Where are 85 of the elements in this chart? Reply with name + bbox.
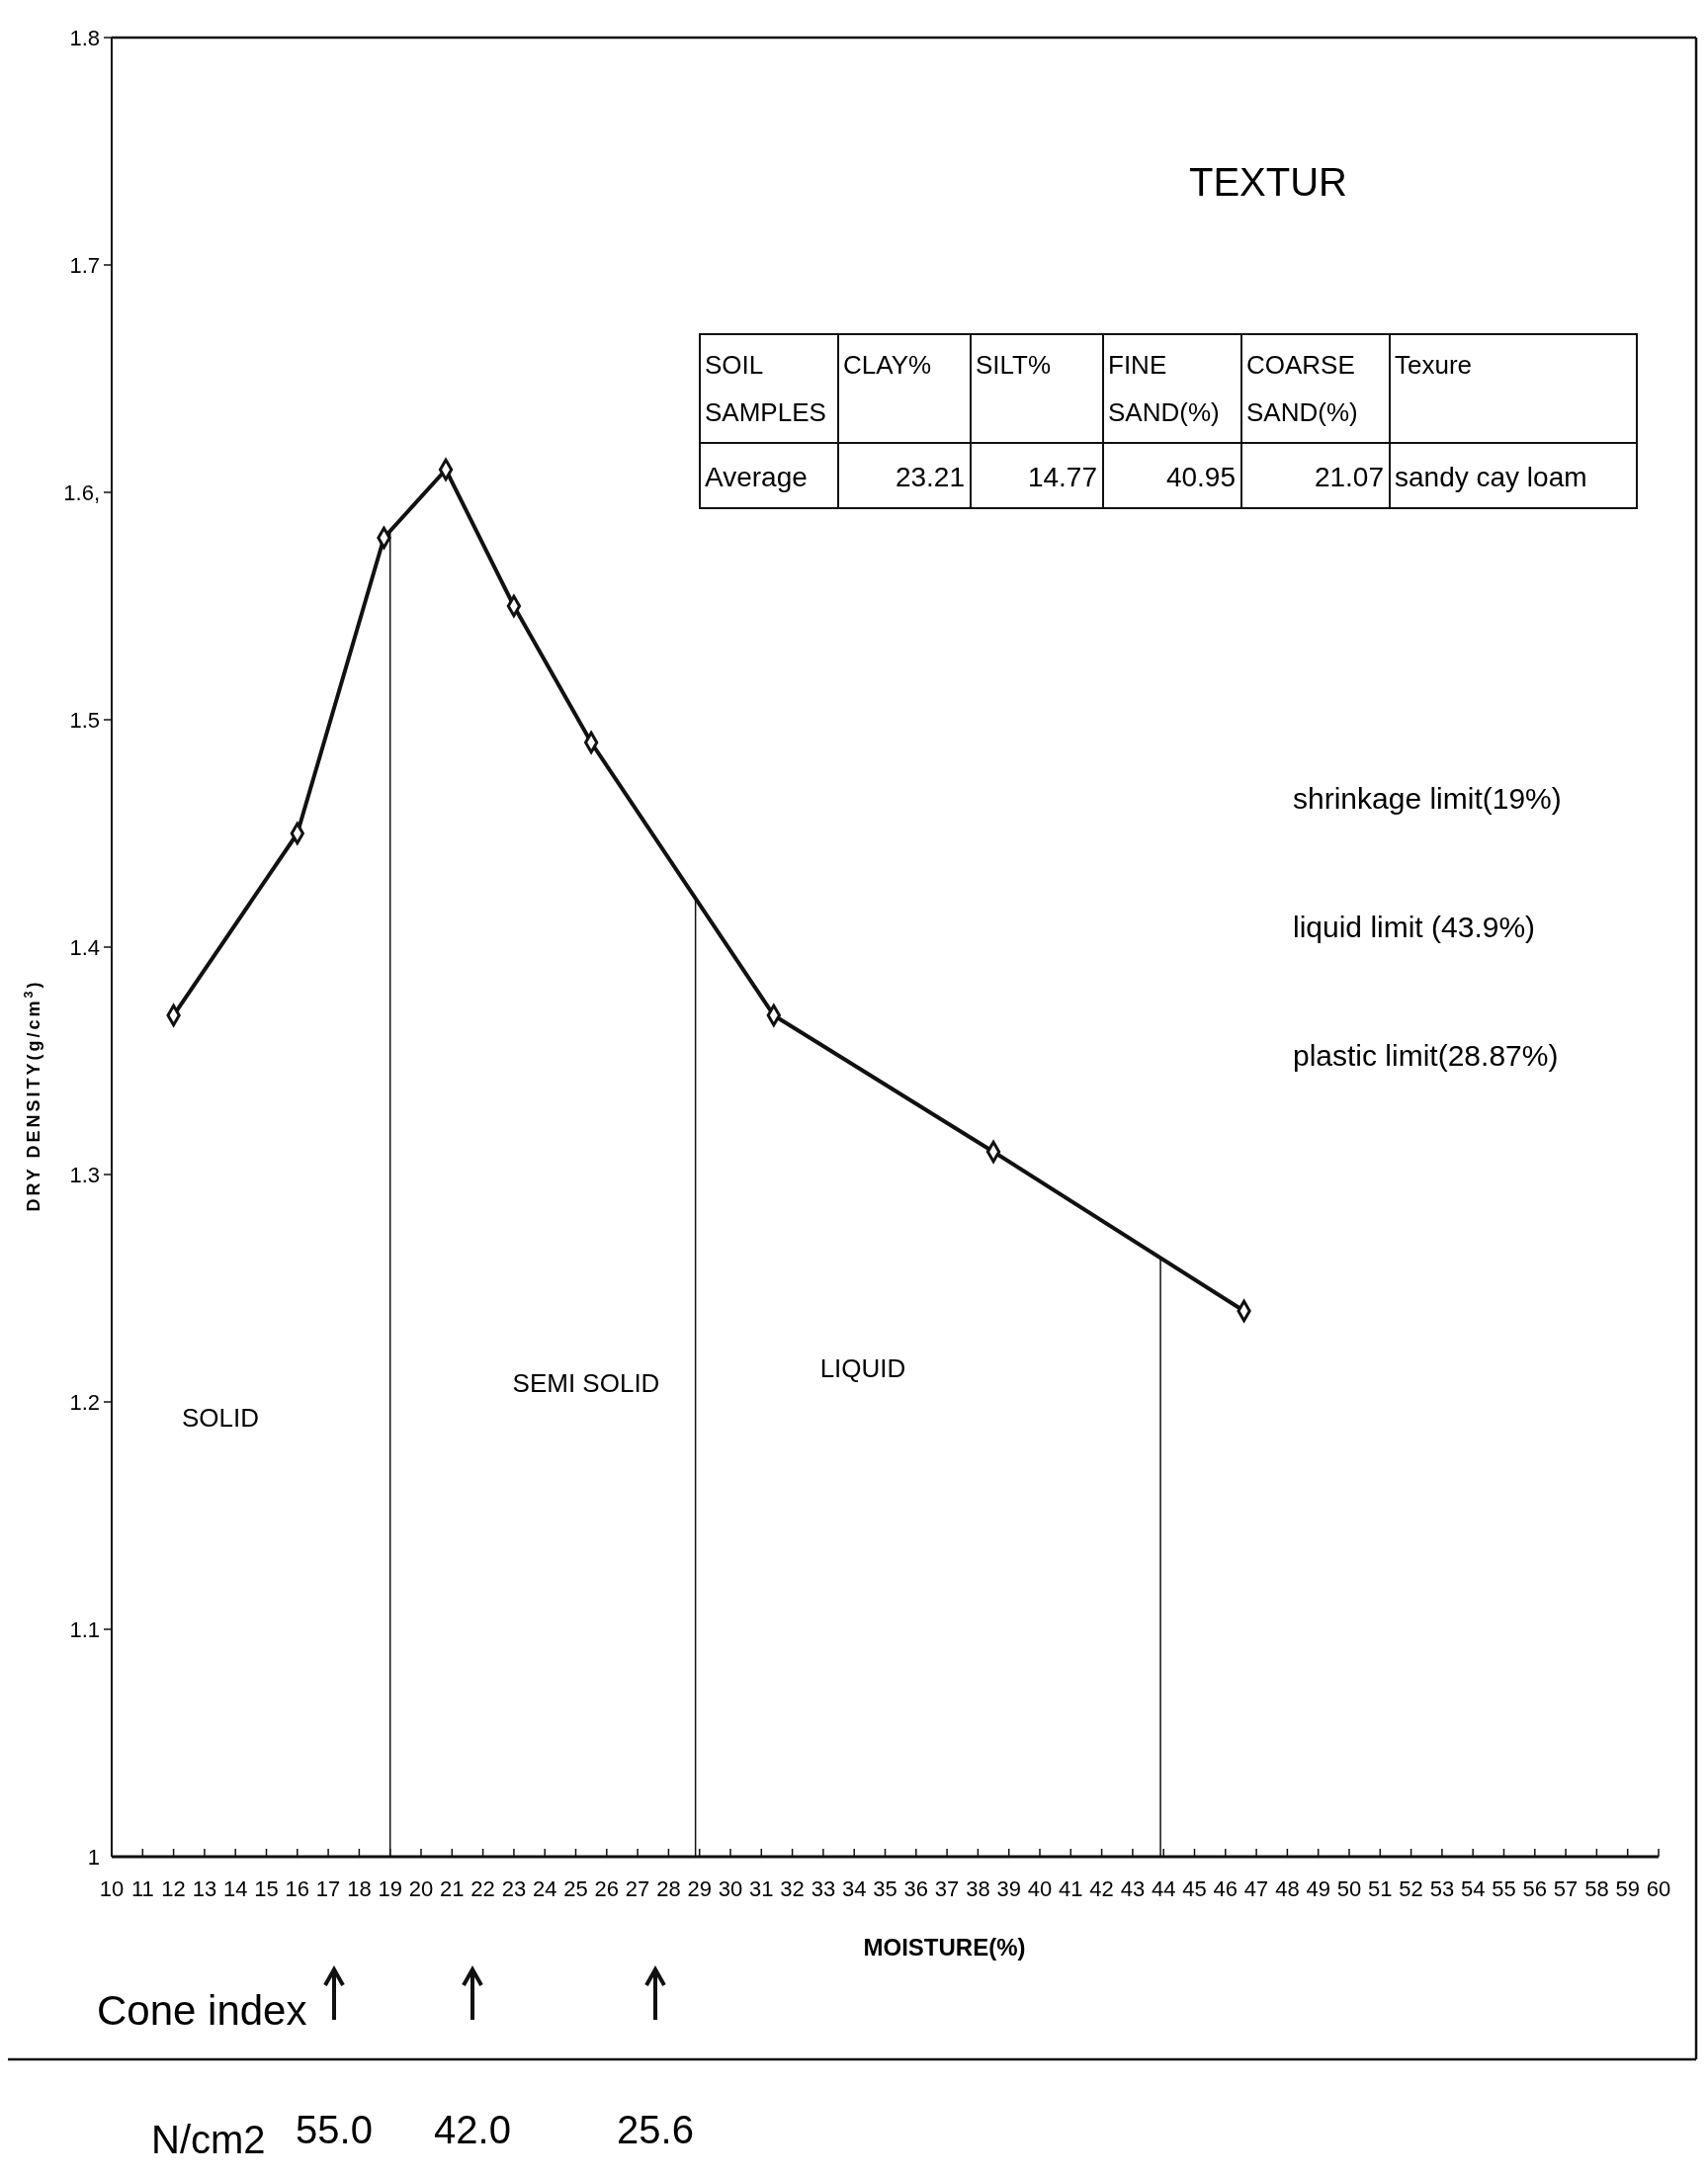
annotation: FINE SAND(%) (1108, 350, 1220, 427)
annotation: Average (705, 462, 808, 492)
y-tick-label: 1.6, (63, 479, 100, 505)
x-tick-label: 38 (966, 1876, 990, 1901)
x-tick-label: 49 (1306, 1876, 1330, 1901)
text: 42.0 (434, 2108, 511, 2151)
text: 25.6 (617, 2108, 694, 2151)
annotation: 23.21 (895, 462, 965, 492)
annotation: SILT% (976, 350, 1052, 380)
annotation: sandy cay loam (1395, 462, 1587, 492)
x-tick-label: 20 (408, 1876, 434, 1901)
text: Cone index (97, 1987, 307, 2034)
x-tick-label: 60 (1646, 1876, 1671, 1901)
text: 55.0 (296, 2108, 373, 2151)
x-tick-label: 28 (656, 1876, 681, 1901)
x-tick-label: 41 (1059, 1876, 1083, 1901)
y-tick-label: 1.5 (69, 707, 100, 733)
x-tick-label: 40 (1027, 1876, 1053, 1901)
annotation: Texure (1395, 350, 1473, 380)
annotation: 14.77 (1027, 462, 1097, 492)
x-tick-label: 47 (1243, 1876, 1269, 1901)
x-tick-label: 30 (718, 1876, 743, 1901)
y-tick-label: 1.3 (69, 1162, 100, 1187)
annotation: shrinkage limit(19%) (1293, 782, 1562, 815)
x-tick-label: 27 (625, 1876, 650, 1901)
annotation: LIQUID (819, 1353, 906, 1383)
y-tick-label: 1.7 (69, 252, 100, 278)
annotation: TEXTUR (1189, 160, 1347, 204)
x-tick-label: 35 (873, 1876, 897, 1901)
x-tick-label: 46 (1213, 1876, 1238, 1901)
x-tick-label: 54 (1460, 1876, 1486, 1901)
x-tick-label: 51 (1368, 1876, 1393, 1901)
annotation: SEMI SOLID (512, 1368, 660, 1398)
x-tick-label: 12 (161, 1876, 186, 1901)
x-tick-label: 34 (841, 1876, 867, 1901)
annotation: SOLID (181, 1403, 260, 1433)
x-tick-label: 55 (1492, 1876, 1516, 1901)
x-tick-label: 15 (254, 1876, 279, 1901)
y-tick-label: 1.2 (69, 1389, 100, 1415)
y-tick-label: 1.1 (69, 1616, 100, 1642)
x-tick-label: 13 (192, 1876, 217, 1901)
x-tick-label: 16 (285, 1876, 310, 1901)
x-tick-label: 26 (594, 1876, 620, 1901)
x-axis-title: MOISTURE(%) (863, 1934, 1026, 1961)
x-tick-label: 11 (130, 1876, 154, 1901)
x-tick-label: 23 (501, 1876, 527, 1901)
x-tick-label: 59 (1615, 1876, 1640, 1901)
x-tick-label: 44 (1151, 1876, 1176, 1901)
x-tick-label: 21 (440, 1876, 465, 1901)
x-tick-label: 19 (378, 1876, 402, 1901)
annotation: CLAY% (843, 350, 932, 380)
x-tick-label: 25 (563, 1876, 588, 1901)
x-tick-label: 32 (780, 1876, 805, 1901)
annotation: COARSE SAND(%) (1246, 350, 1358, 427)
annotation: plastic limit(28.87%) (1293, 1039, 1559, 1072)
x-tick-label: 56 (1522, 1876, 1548, 1901)
x-tick-label: 24 (532, 1876, 557, 1901)
annotation: SOIL SAMPLES (705, 350, 826, 427)
x-tick-label: 22 (470, 1876, 495, 1901)
text: N/cm2 (151, 2118, 266, 2161)
x-tick-label: 33 (811, 1876, 836, 1901)
x-tick-label: 45 (1182, 1876, 1207, 1901)
x-tick-label: 37 (934, 1876, 960, 1901)
annotation: liquid limit (43.9%) (1293, 911, 1536, 943)
x-tick-label: 50 (1336, 1876, 1362, 1901)
y-tick-label: 1.8 (69, 25, 100, 50)
annotation: 21.07 (1314, 462, 1384, 492)
x-tick-label: 17 (315, 1876, 341, 1901)
x-tick-label: 58 (1584, 1876, 1609, 1901)
x-tick-label: 29 (687, 1876, 712, 1901)
x-tick-label: 18 (347, 1876, 372, 1901)
x-tick-label: 10 (99, 1876, 125, 1901)
x-tick-label: 48 (1275, 1876, 1300, 1901)
annotation: 40.95 (1165, 462, 1236, 492)
x-tick-label: 57 (1553, 1876, 1579, 1901)
x-tick-label: 43 (1120, 1876, 1146, 1901)
x-tick-label: 42 (1089, 1876, 1114, 1901)
x-tick-label: 14 (222, 1876, 248, 1901)
x-tick-label: 31 (749, 1876, 774, 1901)
x-tick-label: 36 (903, 1876, 929, 1901)
y-tick-label: 1.4 (69, 934, 100, 960)
y-tick-label: 1 (87, 1844, 100, 1870)
x-tick-label: 39 (996, 1876, 1021, 1901)
x-tick-label: 52 (1399, 1876, 1423, 1901)
x-tick-label: 53 (1429, 1876, 1455, 1901)
